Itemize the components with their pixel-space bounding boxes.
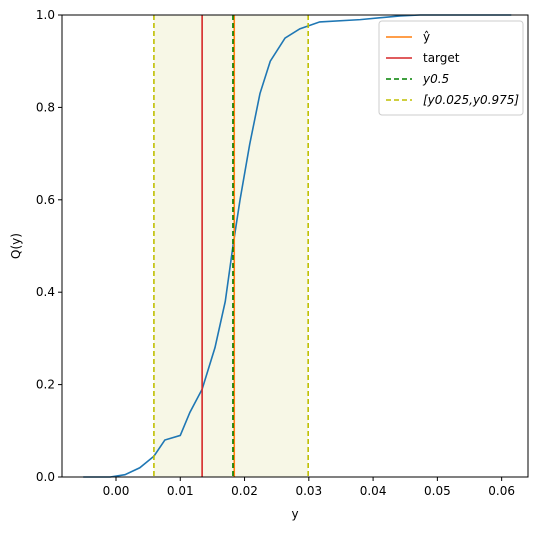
- legend-label: [y0.025,y0.975]: [423, 93, 519, 107]
- y-tick-label: 0.8: [36, 100, 55, 114]
- x-tick-label: 0.01: [167, 484, 194, 498]
- legend-box: [378, 20, 524, 116]
- x-tick-label: 0.03: [295, 484, 322, 498]
- legend-label: y0.5: [422, 72, 449, 86]
- x-tick-label: 0.02: [231, 484, 258, 498]
- cdf-line: [83, 14, 512, 478]
- y-tick-label: 1.0: [36, 8, 55, 22]
- x-axis-label: y: [291, 507, 298, 521]
- x-tick-label: 0.05: [424, 484, 451, 498]
- y-tick-label: 0.2: [36, 378, 55, 392]
- y-axis-label: Q(y): [9, 233, 23, 259]
- interval-shade: [153, 15, 309, 477]
- x-tick-label: 0.00: [103, 484, 130, 498]
- x-tick-label: 0.06: [488, 484, 515, 498]
- legend-label: target: [423, 51, 460, 65]
- y-tick-label: 0.4: [36, 285, 55, 299]
- y-tick-label: 0.6: [36, 193, 55, 207]
- x-tick-label: 0.04: [360, 484, 387, 498]
- y-tick-label: 0.0: [36, 470, 55, 484]
- plot-frame: [61, 14, 529, 478]
- legend-label: ŷ: [423, 30, 430, 44]
